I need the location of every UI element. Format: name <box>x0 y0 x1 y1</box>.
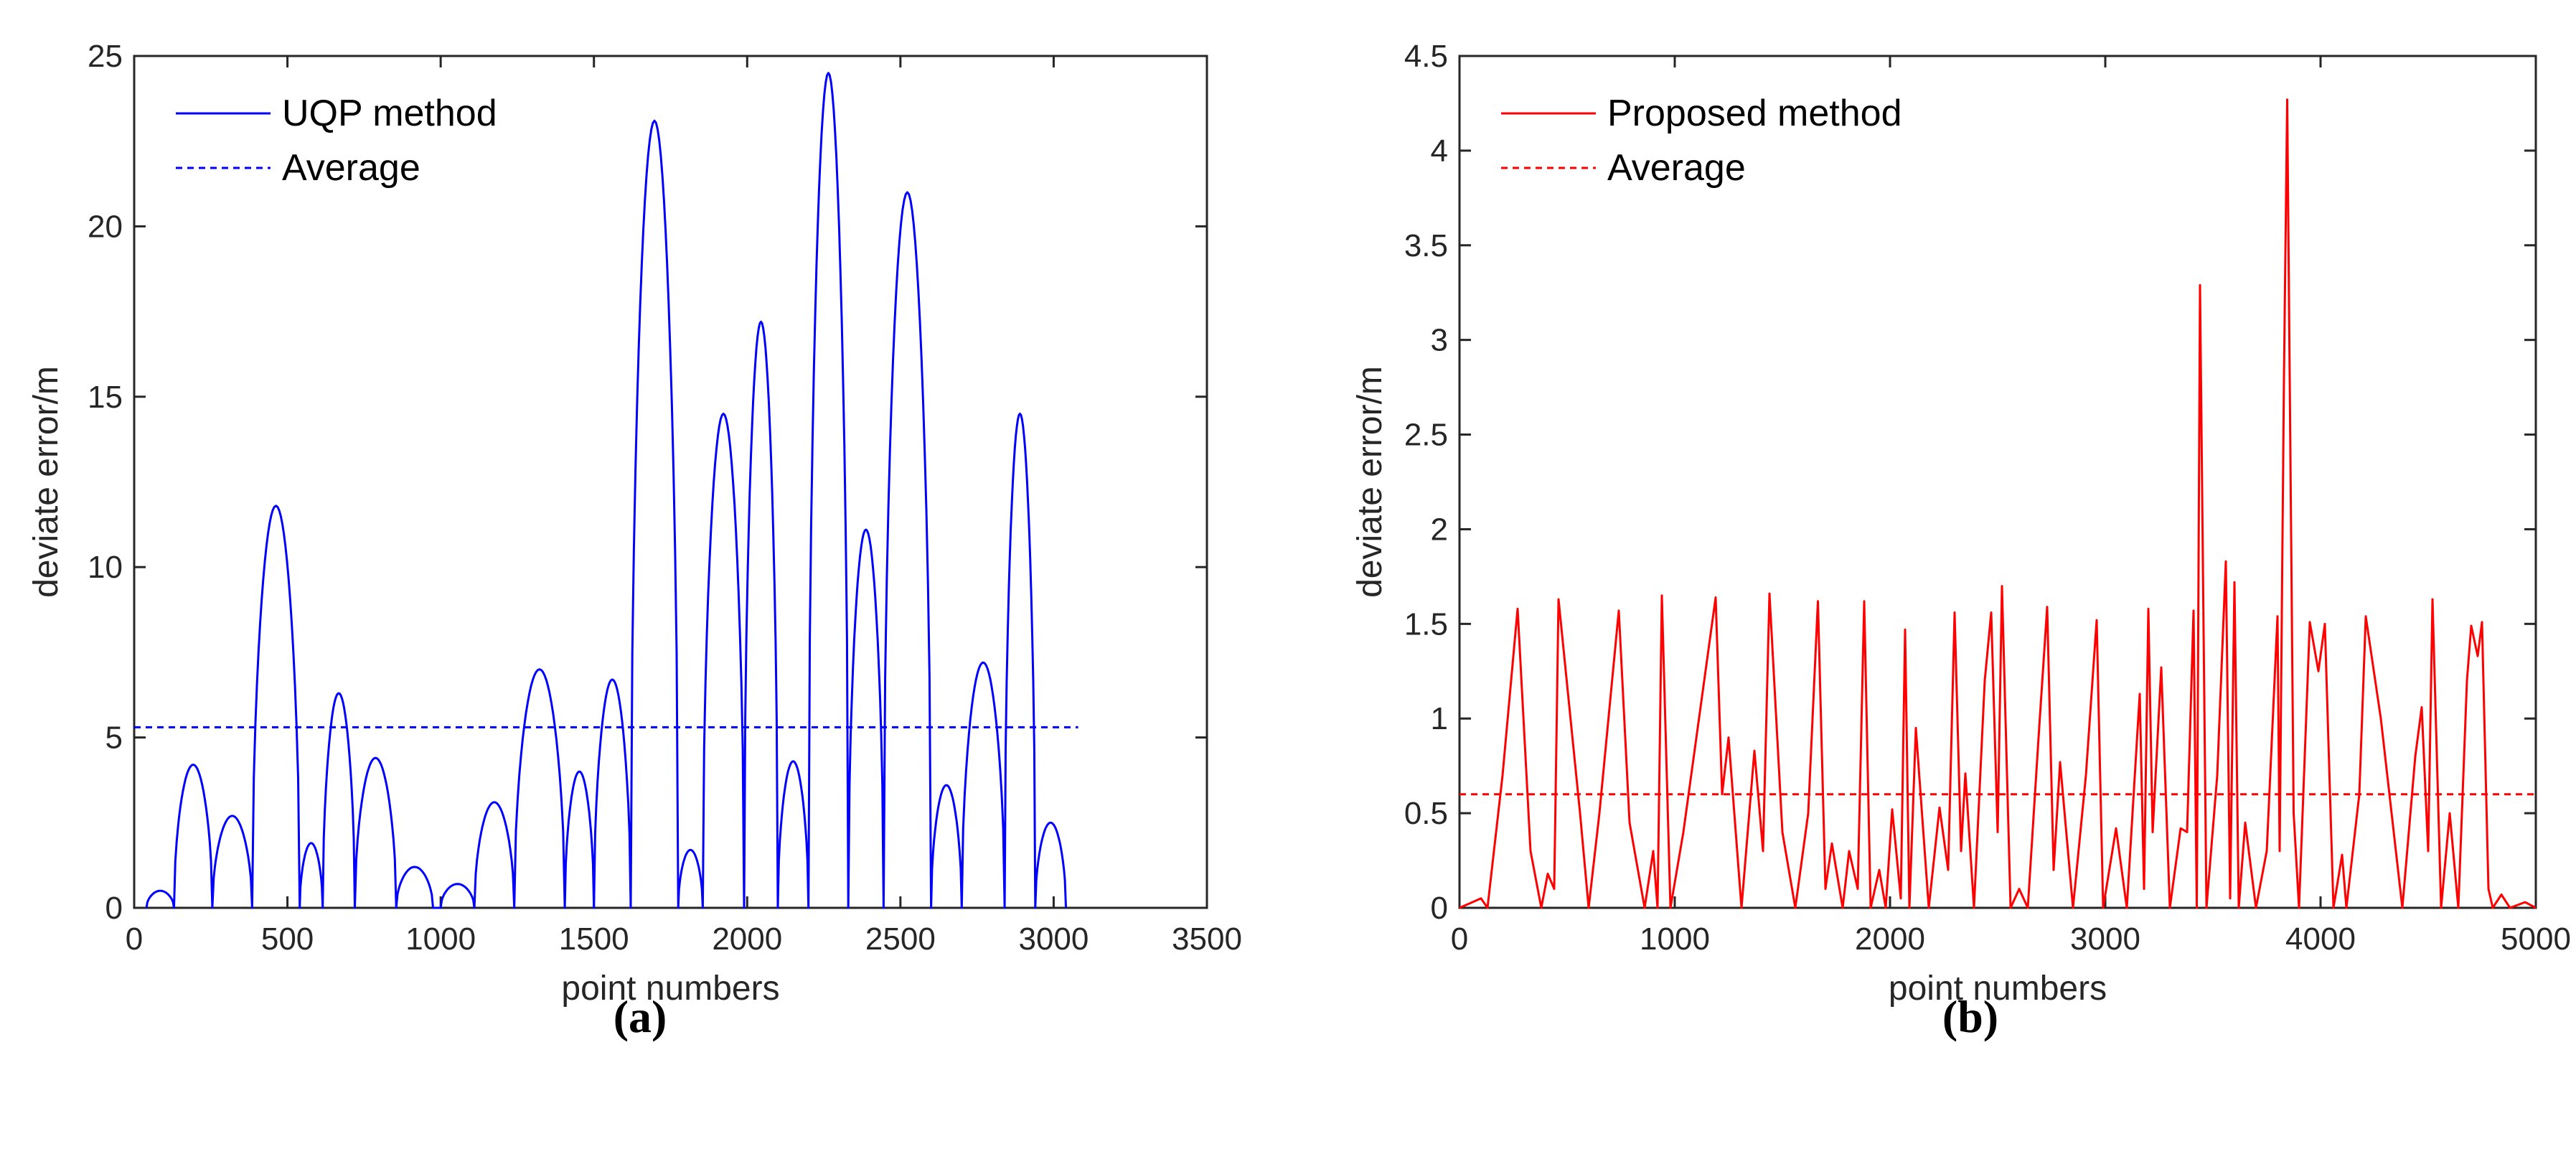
y-tick-label: 3 <box>1431 323 1448 358</box>
y-tick-label: 0.5 <box>1404 796 1448 831</box>
x-tick-label: 1000 <box>405 921 476 957</box>
y-tick-label: 1 <box>1431 701 1448 736</box>
y-tick-label: 1.5 <box>1404 606 1448 642</box>
y-tick-label: 15 <box>88 380 123 415</box>
x-tick-label: 2500 <box>865 921 936 957</box>
x-tick-label: 3000 <box>1018 921 1089 957</box>
chart-panel-a: 0 500 1000 1500 2000 2500 3000 3500 0 5 10 15 20 25 po… <box>27 39 1242 1042</box>
x-tick-label: 5000 <box>2501 921 2571 957</box>
y-axis-label: deviate error/m <box>1351 366 1389 598</box>
series-line-uqp-method <box>145 72 1067 909</box>
x-tick-label: 2000 <box>712 921 782 957</box>
y-tick-label: 2.5 <box>1404 418 1448 453</box>
axes-box <box>1458 55 2537 909</box>
x-tick-label: 3000 <box>2070 921 2140 957</box>
y-tick-label: 20 <box>88 209 123 244</box>
x-tick-label: 0 <box>1451 921 1468 957</box>
x-tick-label: 4000 <box>2285 921 2356 957</box>
x-axis-label: point numbers <box>561 970 779 1008</box>
y-tick-label: 4.5 <box>1404 39 1448 74</box>
legend-label-average: Average <box>1607 147 1746 189</box>
y-tick-label: 5 <box>105 721 123 756</box>
y-tick-label: 0 <box>105 891 123 926</box>
x-axis-label: point numbers <box>1889 970 2107 1008</box>
y-tick-label: 2 <box>1431 512 1448 547</box>
x-tick-label: 500 <box>261 921 314 957</box>
x-tick-label: 1500 <box>559 921 629 957</box>
legend-label-average: Average <box>282 147 420 189</box>
x-tick-label: 3500 <box>1172 921 1242 957</box>
y-tick-label: 0 <box>1431 891 1448 926</box>
x-tick-label: 2000 <box>1855 921 1925 957</box>
x-tick-label: 1000 <box>1640 921 1710 957</box>
y-tick-label: 4 <box>1431 133 1448 169</box>
y-axis-label: deviate error/m <box>27 366 65 598</box>
x-tick-label: 0 <box>126 921 143 957</box>
y-tick-label: 10 <box>88 550 123 585</box>
y-tick-label: 3.5 <box>1404 228 1448 263</box>
y-tick-label: 25 <box>88 39 123 74</box>
axes-box <box>133 55 1208 909</box>
legend-label-method: Proposed method <box>1607 93 1902 134</box>
series-line-proposed-method <box>1459 98 2537 909</box>
panel-label: (a) <box>614 991 667 1042</box>
panel-label: (b) <box>1942 991 1998 1042</box>
legend-label-method: UQP method <box>282 93 497 134</box>
chart-panel-b: 0 1000 2000 3000 4000 5000 0 0.5 1 1.5 2 2.5 3 3.5 4 4.… <box>1351 39 2571 1042</box>
